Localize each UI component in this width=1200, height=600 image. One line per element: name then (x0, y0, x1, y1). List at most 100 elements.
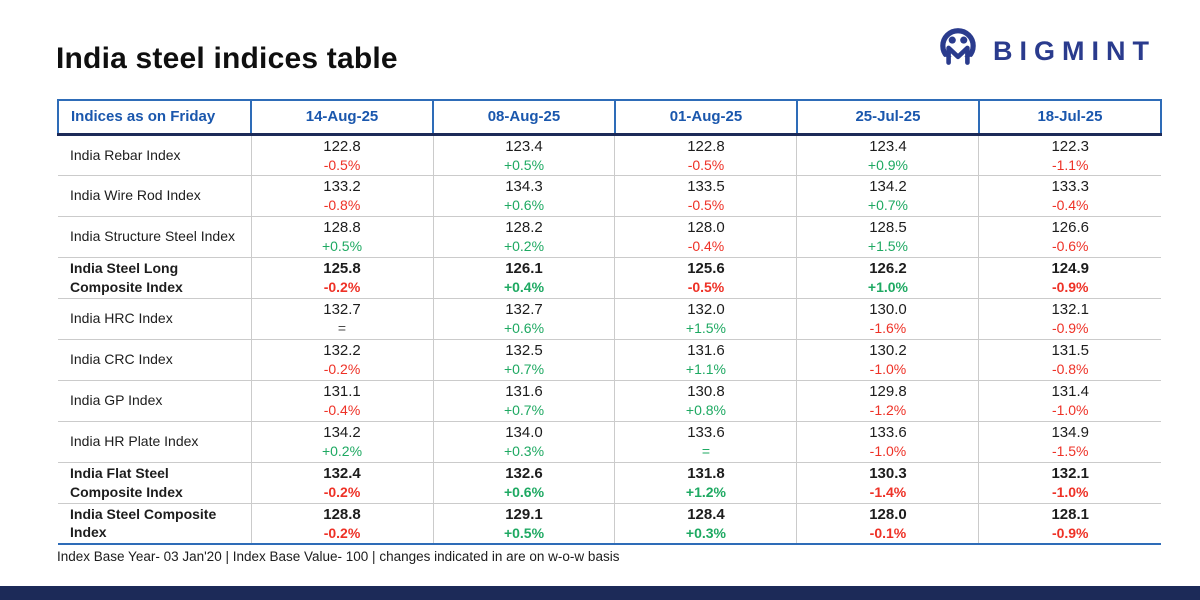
index-value: 123.4 (505, 137, 543, 155)
index-value: 122.8 (323, 137, 361, 155)
index-value: 128.5 (869, 219, 907, 236)
wow-change: +1.1% (685, 361, 727, 377)
index-value: 134.3 (505, 178, 543, 195)
wow-change: -0.8% (323, 197, 361, 213)
data-cell: 133.6 = (614, 421, 797, 463)
index-value: 132.0 (687, 301, 725, 318)
data-cell: 124.9 -0.9% (978, 257, 1161, 299)
column-header-date-3: 01-Aug-25 (613, 99, 798, 136)
page-title: India steel indices table (56, 42, 398, 75)
header-row: Indices as on Friday 14-Aug-25 08-Aug-25… (56, 99, 1163, 136)
index-value: 131.6 (687, 342, 725, 359)
data-cell: 128.0 -0.4% (614, 216, 797, 258)
wow-change: -0.5% (323, 156, 361, 173)
wow-change: -0.2% (323, 524, 361, 541)
index-value: 129.1 (505, 505, 543, 523)
table-row: India Steel Long Composite Index 125.8 -0.… (58, 257, 1161, 299)
index-value: 129.8 (869, 383, 907, 400)
data-cell: 133.6 -1.0% (796, 421, 979, 463)
index-value: 130.0 (869, 301, 907, 318)
index-value: 128.0 (687, 219, 725, 236)
wow-change: +0.7% (503, 402, 545, 418)
data-cell: 122.8 -0.5% (614, 134, 797, 176)
wow-change: +0.5% (503, 524, 545, 541)
wow-change: +1.5% (867, 238, 908, 254)
index-value: 130.8 (687, 383, 725, 400)
data-cell: 126.2 +1.0% (796, 257, 979, 299)
wow-change: -0.4% (323, 402, 361, 418)
column-header-date-1: 14-Aug-25 (250, 99, 434, 136)
wow-change: +1.5% (685, 320, 727, 336)
table-row: India HR Plate Index 134.2 +0.2% 134.0 +0.3%… (58, 421, 1161, 463)
wow-change: +0.2% (503, 238, 545, 254)
data-cell: 134.2 +0.7% (796, 175, 979, 217)
index-value: 122.8 (687, 137, 725, 155)
column-header-date-2: 08-Aug-25 (432, 99, 616, 136)
wow-change: -1.0% (869, 361, 907, 377)
wow-change: +0.6% (503, 484, 545, 500)
data-cell: 128.2 +0.2% (432, 216, 615, 258)
data-cell: 130.0 -1.6% (796, 298, 979, 340)
wow-change: -0.4% (1051, 197, 1089, 213)
data-cell: 131.8 +1.2% (614, 462, 797, 504)
data-cell: 133.2 -0.8% (250, 175, 433, 217)
data-cell: 130.3 -1.4% (796, 462, 979, 504)
index-value: 126.6 (1051, 219, 1089, 236)
index-value: 132.1 (1051, 465, 1089, 482)
row-label: India Steel Long Composite Index (58, 257, 252, 299)
data-cell: 126.6 -0.6% (978, 216, 1161, 258)
table-row: India HRC Index 132.7 = 132.7 +0.6% 132.0 +1.5… (58, 298, 1161, 340)
data-cell: 134.9 -1.5% (978, 421, 1161, 463)
index-value: 132.2 (323, 342, 361, 359)
wow-change: = (701, 443, 711, 459)
data-cell: 134.2 +0.2% (250, 421, 433, 463)
wow-change: -1.5% (1051, 443, 1089, 459)
wow-change: -1.0% (1051, 484, 1089, 500)
data-cell: 133.3 -0.4% (978, 175, 1161, 217)
data-cell: 131.6 +1.1% (614, 339, 797, 381)
index-value: 130.3 (869, 465, 907, 482)
index-value: 133.2 (323, 178, 361, 195)
wow-change: -1.0% (869, 443, 907, 459)
index-value: 128.1 (1051, 505, 1089, 523)
column-header-date-5: 18-Jul-25 (977, 99, 1163, 136)
index-value: 131.8 (687, 465, 725, 482)
data-cell: 132.4 -0.2% (250, 462, 433, 504)
brand-logo: BIGMINT (935, 26, 1156, 77)
wow-change: +0.6% (503, 197, 545, 213)
wow-change: -0.2% (323, 279, 361, 295)
data-cell: 128.5 +1.5% (796, 216, 979, 258)
wow-change: -0.9% (1051, 320, 1089, 336)
data-cell: 129.1 +0.5% (432, 503, 615, 545)
table-row: India Wire Rod Index 133.2 -0.8% 134.3 +0.6%… (58, 175, 1161, 217)
wow-change: -1.2% (869, 402, 907, 418)
index-value: 125.8 (323, 260, 361, 277)
data-cell: 134.0 +0.3% (432, 421, 615, 463)
data-cell: 123.4 +0.9% (796, 134, 979, 176)
data-cell: 128.1 -0.9% (978, 503, 1161, 545)
brand-name: BIGMINT (993, 36, 1156, 66)
wow-change: -0.5% (687, 279, 725, 295)
wow-change: +0.9% (867, 156, 908, 173)
data-cell: 134.3 +0.6% (432, 175, 615, 217)
index-value: 131.6 (505, 383, 543, 400)
wow-change: +1.2% (685, 484, 727, 500)
index-value: 130.2 (869, 342, 907, 359)
index-value: 124.9 (1051, 260, 1089, 277)
wow-change: -0.8% (1051, 361, 1089, 377)
data-cell: 130.2 -1.0% (796, 339, 979, 381)
index-value: 131.5 (1051, 342, 1089, 359)
row-label: India GP Index (58, 380, 252, 422)
row-label: India CRC Index (58, 339, 252, 381)
index-value: 132.7 (323, 301, 361, 318)
wow-change: +0.7% (503, 361, 545, 377)
wow-change: -0.2% (323, 361, 361, 377)
wow-change: +0.2% (321, 443, 363, 459)
data-cell: 130.8 +0.8% (614, 380, 797, 422)
column-header-date-4: 25-Jul-25 (795, 99, 980, 136)
row-label: India Steel Composite Index (58, 503, 252, 545)
wow-change: -0.9% (1051, 279, 1089, 295)
table-row: India Structure Steel Index 128.8 +0.5% 128… (58, 216, 1161, 258)
index-value: 128.8 (323, 219, 361, 236)
wow-change: -0.4% (687, 238, 725, 254)
